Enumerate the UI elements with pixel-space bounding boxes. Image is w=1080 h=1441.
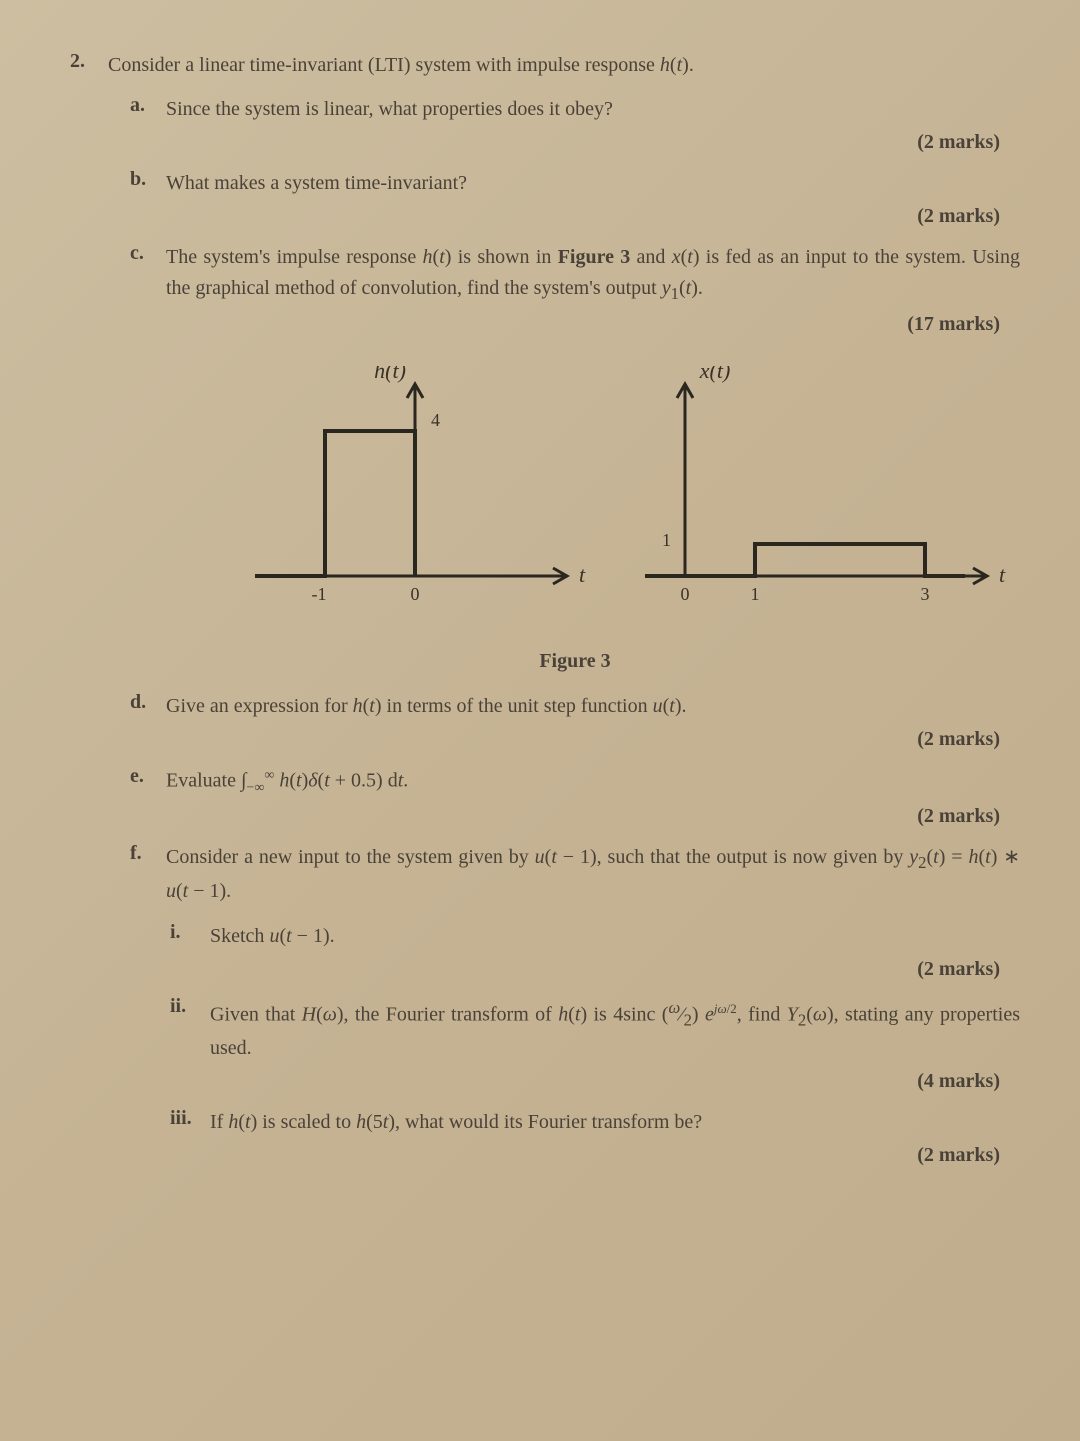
subparts: a. Since the system is linear, what prop… (130, 94, 1020, 1167)
tick-4: 4 (431, 410, 440, 430)
part-text: Since the system is linear, what propert… (166, 94, 1020, 125)
marks-e: (2 marks) (220, 805, 1000, 828)
part-text: Consider a new input to the system given… (166, 842, 1020, 907)
figure-ref: Figure 3 (558, 246, 631, 268)
part-c: c. The system's impulse response h(t) is… (130, 242, 1020, 307)
part-text: Evaluate ∫−∞∞ h(t)δ(t + 0.5) dt. (166, 765, 1020, 799)
tick-1: 1 (751, 584, 760, 604)
marks-f-iii: (2 marks) (170, 1144, 1000, 1167)
part-f-sub: i. Sketch u(t − 1). (2 marks) ii. Given … (170, 921, 1020, 1167)
left-x-var: t (579, 562, 586, 587)
tick-0-right: 0 (681, 584, 690, 604)
tick-y1: 1 (662, 530, 671, 550)
marks-f-ii: (4 marks) (170, 1070, 1000, 1093)
part-label: f. (130, 842, 156, 907)
part-e: e. Evaluate ∫−∞∞ h(t)δ(t + 0.5) dt. (130, 765, 1020, 799)
subsub-text: Given that H(ω), the Fourier transform o… (210, 995, 1020, 1064)
right-title: x(t) (699, 366, 731, 383)
part-f-iii: iii. If h(t) is scaled to h(5t), what wo… (170, 1107, 1020, 1138)
tick-neg1: -1 (312, 584, 327, 604)
figure-svg: -1 0 4 h(t) t (195, 366, 1015, 626)
subsub-text: Sketch u(t − 1). (210, 921, 1020, 952)
subsub-text: If h(t) is scaled to h(5t), what would i… (210, 1107, 1020, 1138)
part-text: Give an expression for h(t) in terms of … (166, 691, 1020, 722)
marks-d: (2 marks) (220, 728, 1000, 751)
part-label: a. (130, 94, 156, 125)
page: 2. Consider a linear time-invariant (LTI… (0, 0, 1080, 1441)
part-label: d. (130, 691, 156, 722)
marks-c: (17 marks) (220, 313, 1000, 336)
question-stem: Consider a linear time-invariant (LTI) s… (108, 50, 1020, 80)
part-label: b. (130, 168, 156, 199)
part-label: e. (130, 765, 156, 799)
figure-3: -1 0 4 h(t) t (190, 366, 1020, 626)
right-x-var: t (999, 562, 1006, 587)
question-number: 2. (70, 50, 96, 80)
part-label: c. (130, 242, 156, 307)
tick-0-left: 0 (411, 584, 420, 604)
subsub-label: iii. (170, 1107, 200, 1138)
marks-f-i: (2 marks) (170, 958, 1000, 981)
part-d: d. Give an expression for h(t) in terms … (130, 691, 1020, 722)
left-title: h(t) (374, 366, 406, 383)
question-root: 2. Consider a linear time-invariant (LTI… (70, 50, 1020, 80)
marks-b: (2 marks) (220, 205, 1000, 228)
part-f-i: i. Sketch u(t − 1). (170, 921, 1020, 952)
part-f-ii: ii. Given that H(ω), the Fourier transfo… (170, 995, 1020, 1064)
tick-3: 3 (921, 584, 930, 604)
subsub-label: i. (170, 921, 200, 952)
figure-caption: Figure 3 (130, 650, 1020, 673)
part-text: What makes a system time-invariant? (166, 168, 1020, 199)
part-text: The system's impulse response h(t) is sh… (166, 242, 1020, 307)
part-a: a. Since the system is linear, what prop… (130, 94, 1020, 125)
subsub-label: ii. (170, 995, 200, 1064)
part-f: f. Consider a new input to the system gi… (130, 842, 1020, 907)
marks-a: (2 marks) (220, 131, 1000, 154)
part-b: b. What makes a system time-invariant? (130, 168, 1020, 199)
